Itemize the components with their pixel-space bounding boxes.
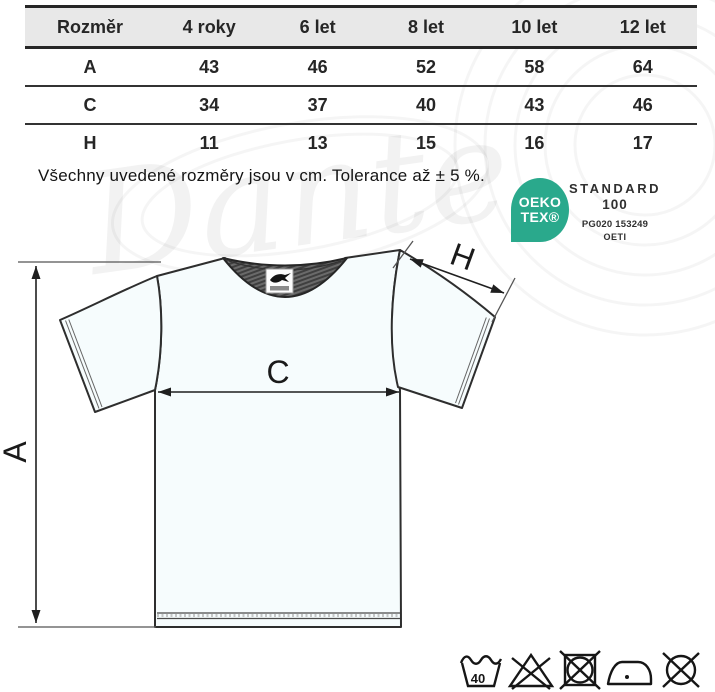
size-value: 40: [371, 86, 481, 125]
hem-stitching: [157, 612, 400, 620]
h-extension-left: [392, 240, 414, 269]
tshirt-right-sleeve: [390, 249, 496, 409]
size-value: 58: [480, 47, 589, 87]
tshirt-left-sleeve: [59, 275, 163, 413]
size-value: 46: [263, 47, 372, 87]
size-value: 16: [524, 133, 545, 153]
column-header-dimension: Rozměr: [25, 5, 155, 49]
neck-label: [265, 268, 294, 294]
care-symbols-row: 40: [458, 650, 704, 690]
standard-number: 100: [602, 197, 628, 212]
tshirt-diagram: A C H: [0, 240, 516, 628]
iron-one-dot-icon: [606, 660, 653, 686]
left-cuff-stitching: [65, 319, 103, 409]
row-label: H: [83, 133, 97, 153]
certification-block: STANDARD 100 PG020 153249 OETI: [568, 181, 662, 242]
column-header-size: 10 let: [480, 5, 589, 49]
dimension-h: [392, 240, 516, 323]
table-row-H: H 11 13 15 16 17: [25, 124, 697, 161]
size-value: 46: [588, 86, 697, 125]
size-value: 52: [371, 47, 481, 87]
size-value: 37: [263, 86, 372, 125]
svg-text:40: 40: [471, 671, 485, 686]
h-extension-right: [491, 277, 516, 323]
column-header-size: 4 roky: [155, 5, 264, 49]
table-row-A: A 43 46 52 58 64: [25, 47, 697, 87]
right-cuff-stitching: [455, 317, 490, 405]
row-label: A: [25, 47, 155, 87]
label-h: H: [446, 240, 480, 278]
size-value: 11: [199, 133, 219, 153]
certificate-number: PG020 153249: [581, 219, 649, 230]
label-c: C: [266, 354, 289, 390]
oeko-badge-line1: OEKO: [518, 194, 562, 210]
size-value: 15: [415, 133, 436, 153]
size-value: 17: [632, 133, 653, 153]
column-header-size: 12 let: [588, 5, 697, 49]
size-table-header-row: Rozměr 4 roky 6 let 8 let 10 let 12 let: [25, 5, 697, 49]
oeko-tex-badge: OEKO TEX®: [511, 178, 569, 242]
size-value: 43: [480, 86, 589, 125]
do-not-tumble-dry-icon: [559, 650, 601, 690]
tolerance-note: Všechny uvedené rozměry jsou v cm. Toler…: [38, 166, 485, 185]
standard-label: STANDARD: [569, 181, 661, 196]
row-label: C: [25, 86, 155, 125]
size-value: 13: [307, 133, 328, 153]
do-not-bleach-icon: [507, 652, 555, 690]
oeko-badge-line2: TEX®: [520, 209, 560, 225]
wash-40-icon: 40: [459, 655, 503, 688]
do-not-dry-clean-icon: [662, 652, 700, 688]
column-header-size: 6 let: [263, 5, 372, 49]
bird-logo-icon: [270, 273, 291, 283]
size-value: 34: [155, 86, 264, 125]
institute-name: OETI: [603, 232, 627, 242]
tshirt-body: [154, 249, 402, 628]
size-value: 43: [155, 47, 264, 87]
h-dimension-line: [409, 258, 505, 294]
size-table: Rozměr 4 roky 6 let 8 let 10 let 12 let …: [25, 5, 697, 161]
dimension-a: [18, 261, 161, 628]
column-header-size: 8 let: [371, 5, 481, 49]
size-value: 64: [588, 47, 697, 87]
table-row-C: C 34 37 40 43 46: [25, 86, 697, 125]
label-a: A: [0, 441, 33, 463]
